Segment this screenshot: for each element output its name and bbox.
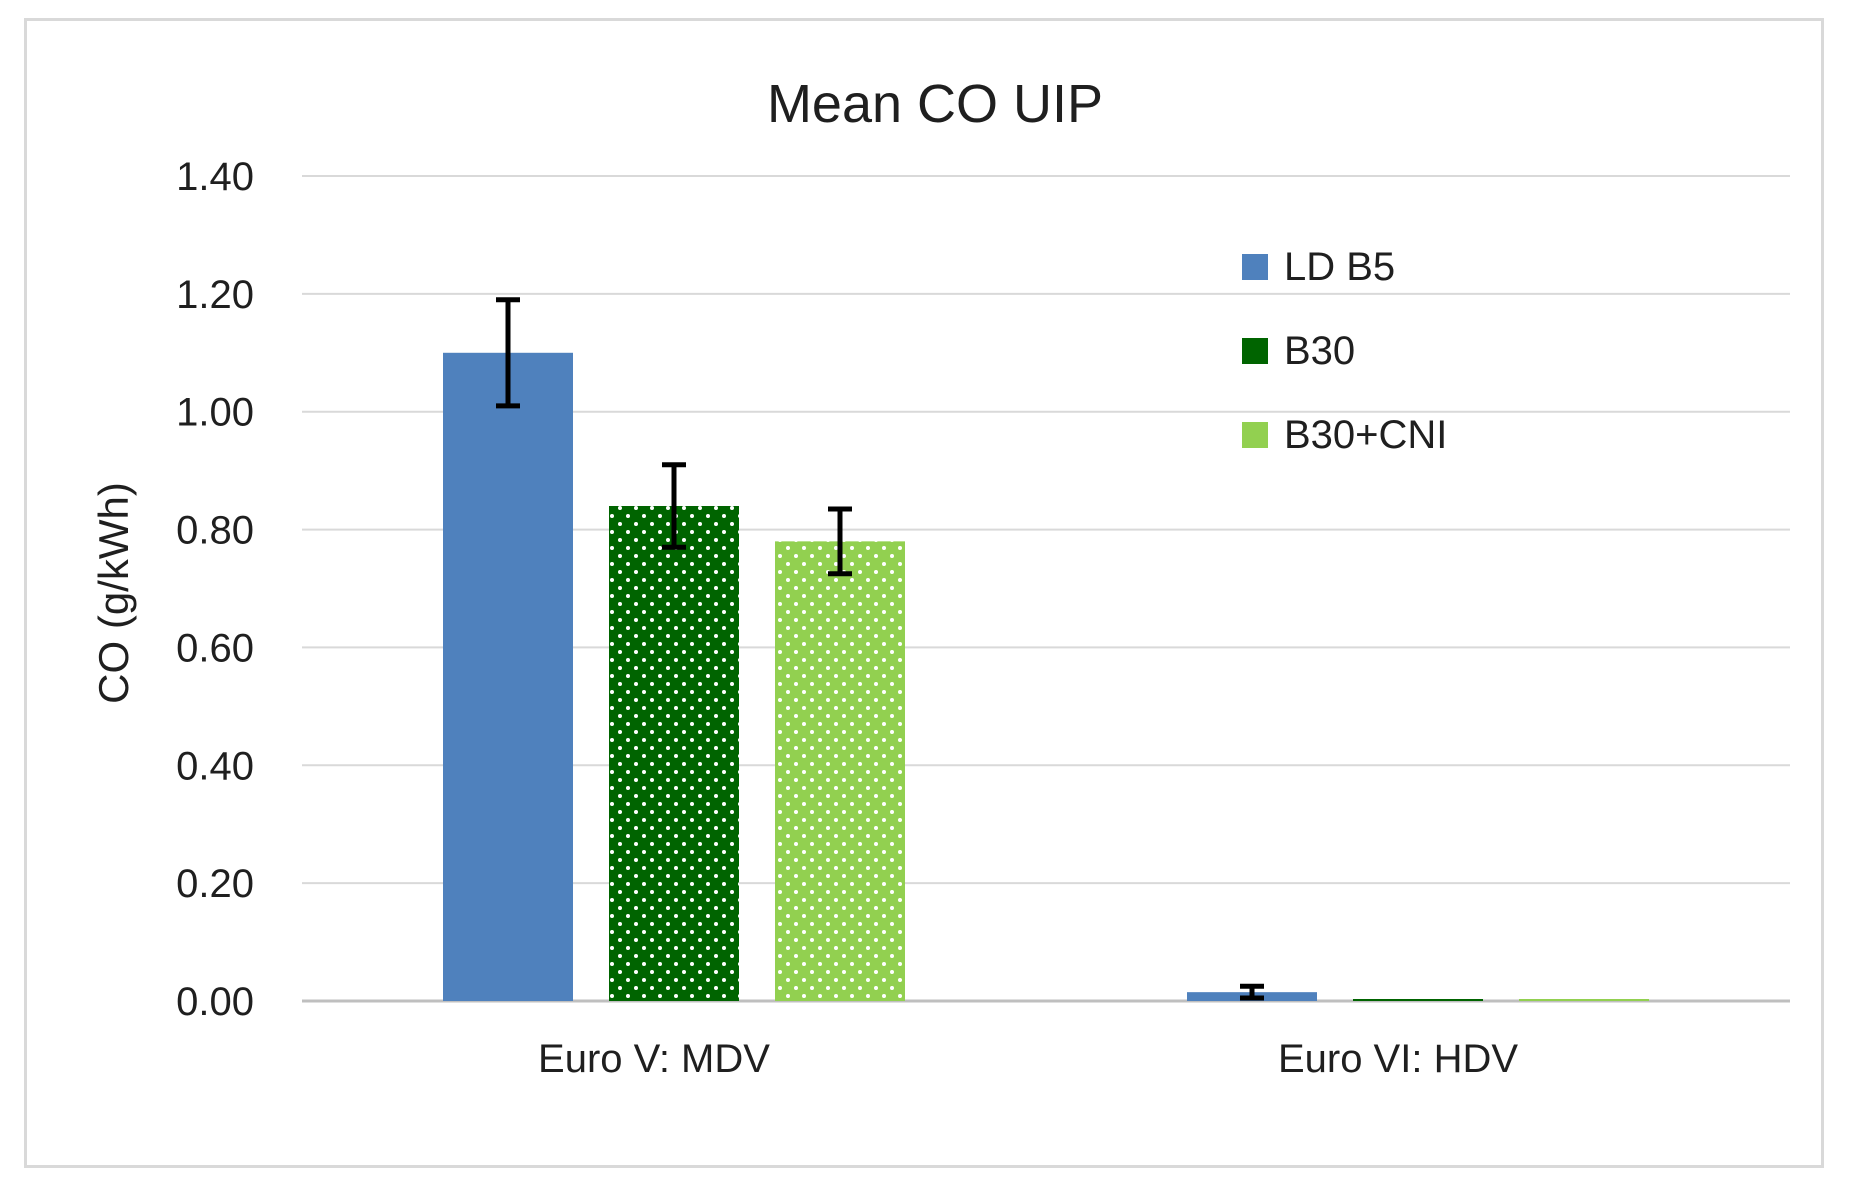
- x-tick-label: Euro VI: HDV: [1278, 1037, 1518, 1081]
- error-bar: [828, 506, 852, 577]
- chart-frame: [24, 18, 1824, 1168]
- x-tick-labels: Euro V: MDV Euro VI: HDV: [538, 1037, 1518, 1081]
- legend-label: B30: [1284, 329, 1355, 373]
- error-bar: [662, 462, 686, 550]
- y-tick-label: 0.60: [176, 626, 254, 670]
- y-axis-label: CO (g/kWh): [90, 482, 137, 704]
- error-bar: [496, 297, 520, 409]
- y-tick-label: 0.00: [176, 980, 254, 1024]
- bar-b30-cni-1: [1519, 999, 1649, 1001]
- bar-ld-b5-0: [443, 352, 573, 1001]
- error-bars: [496, 297, 1264, 1001]
- legend-swatch: [1242, 254, 1268, 280]
- y-tick-label: 1.20: [176, 273, 254, 317]
- legend-label: LD B5: [1284, 245, 1395, 289]
- y-tick-labels: 0.00 0.20 0.40 0.60 0.80 1.00 1.20 1.40: [176, 155, 254, 1024]
- chart-title: Mean CO UIP: [767, 74, 1103, 134]
- bar-b30-1: [1353, 999, 1483, 1001]
- y-tick-label: 1.00: [176, 391, 254, 435]
- x-tick-label: Euro V: MDV: [538, 1037, 770, 1081]
- y-tick-label: 0.40: [176, 744, 254, 788]
- bars: [443, 352, 1649, 1001]
- error-bar: [1240, 983, 1264, 1001]
- legend-swatch: [1242, 338, 1268, 364]
- bar-b30-0: [609, 506, 739, 1001]
- legend: LD B5 B30 B30+CNI: [1242, 245, 1447, 457]
- y-tick-label: 1.40: [176, 155, 254, 199]
- y-tick-label: 0.80: [176, 509, 254, 553]
- legend-label: B30+CNI: [1284, 413, 1447, 457]
- legend-swatch: [1242, 422, 1268, 448]
- bar-b30-cni-0: [775, 541, 905, 1001]
- y-tick-label: 0.20: [176, 862, 254, 906]
